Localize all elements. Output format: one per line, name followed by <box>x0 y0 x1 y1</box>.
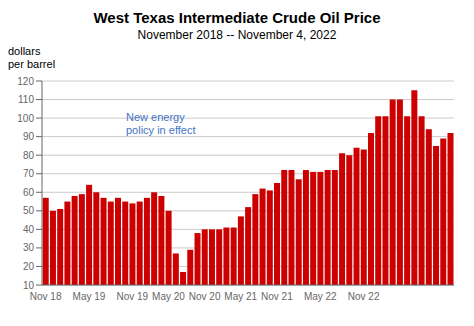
svg-text:70: 70 <box>23 168 35 179</box>
svg-text:Nov 21: Nov 21 <box>261 291 293 302</box>
svg-text:20: 20 <box>23 261 35 272</box>
svg-text:110: 110 <box>18 94 34 105</box>
svg-text:May 21: May 21 <box>224 291 257 302</box>
svg-text:40: 40 <box>23 224 35 235</box>
html-text:dollars: dollars <box>8 45 41 57</box>
svg-text:Nov 18: Nov 18 <box>30 291 62 302</box>
svg-text:Nov 20: Nov 20 <box>189 291 221 302</box>
svg-text:May 19: May 19 <box>73 291 106 302</box>
svg-text:100: 100 <box>17 113 34 124</box>
html-text:November 2018 -- November 4, 2: November 2018 -- November 4, 2022 <box>137 28 337 42</box>
html-text:New energy: New energy <box>126 111 185 123</box>
html-text:policy in effect: policy in effect <box>126 124 196 136</box>
svg-text:60: 60 <box>23 187 35 198</box>
svg-text:90: 90 <box>23 131 35 142</box>
svg-text:80: 80 <box>23 150 35 161</box>
html-text:West Texas Intermediate Crude: West Texas Intermediate Crude Oil Price <box>93 9 381 26</box>
svg-text:10: 10 <box>23 280 35 291</box>
svg-text:Nov 19: Nov 19 <box>117 291 149 302</box>
svg-text:Nov 22: Nov 22 <box>348 291 380 302</box>
svg-text:30: 30 <box>23 242 35 253</box>
svg-text:120: 120 <box>17 76 34 87</box>
svg-text:May 20: May 20 <box>152 291 185 302</box>
svg-text:50: 50 <box>23 205 35 216</box>
svg-text:May 22: May 22 <box>304 291 337 302</box>
html-text:per barrel: per barrel <box>8 58 56 70</box>
